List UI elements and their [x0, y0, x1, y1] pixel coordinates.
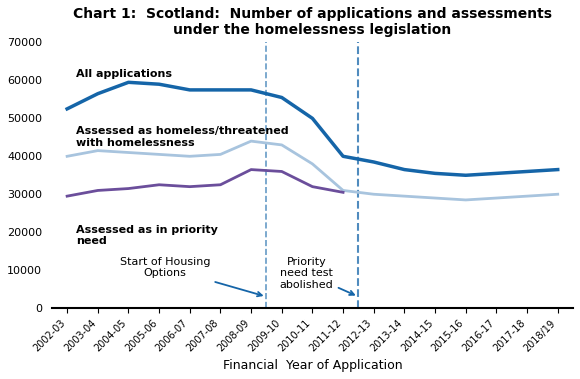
Text: All applications: All applications	[77, 69, 172, 78]
Text: Assessed as homeless/threatened
with homelessness: Assessed as homeless/threatened with hom…	[77, 126, 289, 147]
Title: Chart 1:  Scotland:  Number of applications and assessments
under the homelessne: Chart 1: Scotland: Number of application…	[73, 7, 552, 37]
Text: Assessed as in priority
need: Assessed as in priority need	[77, 225, 218, 246]
Text: Priority
need test
abolished: Priority need test abolished	[280, 257, 354, 295]
X-axis label: Financial  Year of Application: Financial Year of Application	[223, 359, 403, 372]
Text: Start of Housing
Options: Start of Housing Options	[120, 257, 262, 296]
